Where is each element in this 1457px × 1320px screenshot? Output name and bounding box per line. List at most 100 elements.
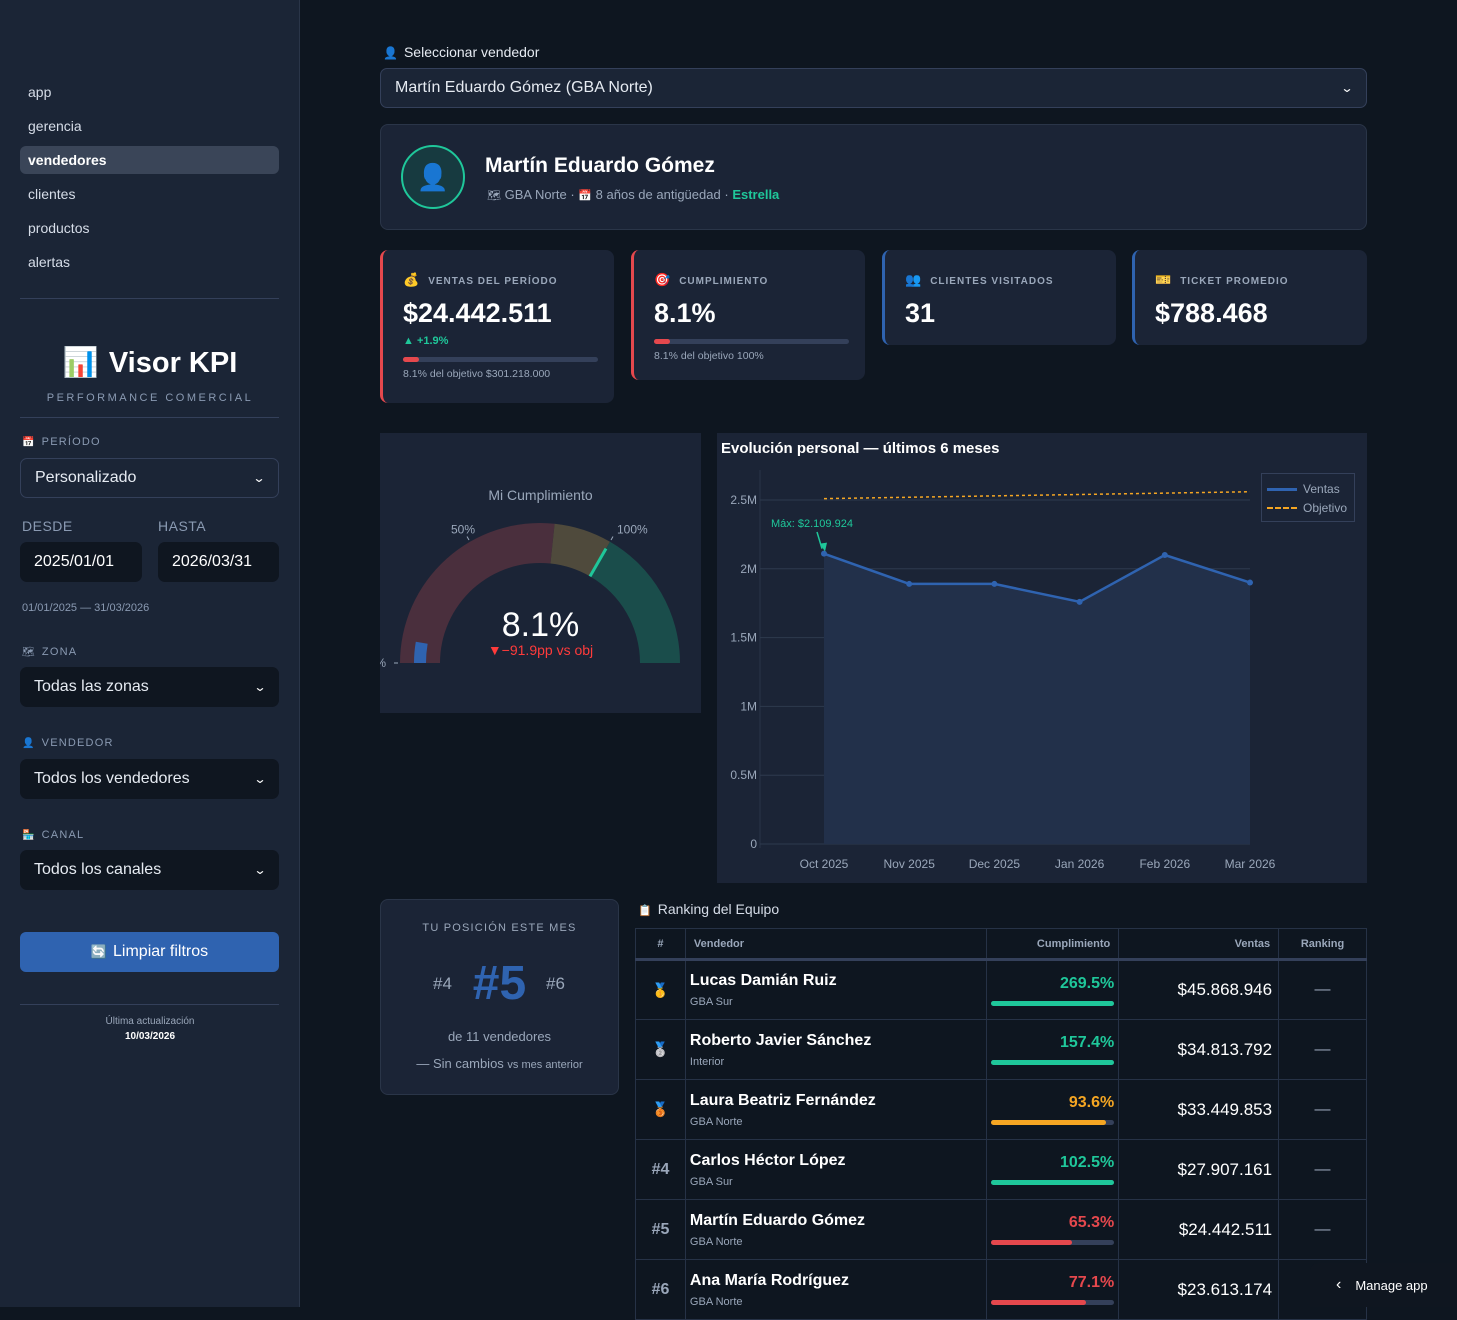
vendedor-zone: GBA Sur (689, 996, 733, 1008)
updated-label: Última actualización (105, 1016, 195, 1027)
cumplimiento-value: 65.3% (1068, 1214, 1115, 1231)
trend-indicator: — (1278, 1019, 1367, 1080)
range-text: 01/01/2025 — 31/03/2026 (22, 602, 150, 614)
canal-label: 🏪 CANAL (22, 829, 84, 841)
chart-legend: Ventas Objetivo (1261, 473, 1355, 522)
table-row[interactable]: #5 Martín Eduardo Gómez GBA Norte 65.3% $… (635, 1199, 1367, 1260)
chevron-down-icon: ⌄ (253, 772, 267, 786)
vendedor-cell: Lucas Damián Ruiz GBA Sur (684, 959, 988, 1020)
nav-item-vendedores[interactable]: vendedores (20, 146, 279, 174)
kpi-progress-fill (654, 339, 670, 344)
profile-meta: 🗺 GBA Norte · 📅 8 años de antigüedad · E… (487, 187, 779, 202)
trend-indicator: — (1278, 1139, 1367, 1200)
max-annotation: Máx: $2.109.924 (771, 518, 853, 530)
col-header-ventas[interactable]: Ventas (1118, 928, 1280, 961)
periodo-label-text: PERÍODO (41, 436, 101, 448)
col-header-position[interactable]: # (635, 928, 686, 961)
avatar: 👤 (401, 145, 465, 209)
chevron-down-icon: ⌄ (253, 680, 267, 694)
vendedor-zone: GBA Sur (689, 1175, 733, 1188)
hasta-input[interactable]: 2026/03/31 (158, 542, 279, 582)
ventas-point (1161, 552, 1168, 559)
cumplimiento-cell: 93.6% (986, 1079, 1120, 1140)
nav-item-gerencia[interactable]: gerencia (28, 118, 82, 134)
position-next: #6 (546, 974, 565, 993)
canal-value: Todos los canales (34, 861, 162, 878)
medal-icon: 🥇 (635, 959, 686, 1020)
chevron-down-icon: ⌄ (1340, 81, 1354, 95)
periodo-value: Personalizado (35, 469, 137, 486)
ticket-icon: 🎫 (1155, 272, 1173, 287)
col-header-vendedor[interactable]: Vendedor (684, 928, 988, 961)
gauge-title: Mi Cumplimiento (488, 487, 593, 503)
cumplimiento-bar (991, 1000, 1115, 1006)
vendedor-zone: GBA Norte (689, 1115, 743, 1128)
table-row[interactable]: 🥈 Roberto Javier Sánchez Interior 157.4% … (635, 1019, 1367, 1080)
user-icon: 👤 (22, 738, 36, 749)
cumplimiento-bar-fill (991, 1240, 1072, 1245)
rank-position: #4 (635, 1139, 686, 1200)
legend-label: Objetivo (1303, 501, 1348, 515)
divider (20, 1004, 279, 1005)
manage-app-button[interactable]: ‹ Manage app (1310, 1263, 1457, 1307)
rank-position: #6 (635, 1259, 686, 1320)
kpi-progress-bar (654, 339, 849, 344)
table-row[interactable]: #4 Carlos Héctor López GBA Sur 102.5% $27… (635, 1139, 1367, 1200)
nav-item-clientes[interactable]: clientes (28, 186, 76, 202)
kpi-value: $24.442.511 (403, 298, 552, 328)
x-tick-label: Mar 2026 (1225, 857, 1276, 871)
objetivo-line (823, 490, 1251, 500)
gauge-value: 8.1% (501, 606, 580, 644)
table-row[interactable]: 🥉 Laura Beatriz Fernández GBA Norte 93.6%… (635, 1079, 1367, 1140)
hasta-label: HASTA (158, 518, 207, 534)
nav-item-productos[interactable]: productos (28, 220, 90, 236)
brand-subtitle: PERFORMANCE COMERCIAL (46, 392, 254, 404)
brand-title: Visor KPI (108, 347, 238, 379)
kpi-title: 💰 VENTAS DEL PERÍODO (403, 272, 596, 288)
gauge-tick-label: 100% (617, 523, 648, 537)
target-icon: 🎯 (654, 272, 672, 287)
position-prev: #4 (433, 974, 452, 993)
nav-item-app[interactable]: app (28, 84, 52, 100)
legend-item-ventas[interactable]: Ventas (1267, 482, 1340, 496)
gauge-band (550, 523, 610, 577)
vendedor-selector[interactable]: Martín Eduardo Gómez (GBA Norte) ⌄ (380, 68, 1367, 108)
x-tick-label: Dec 2025 (969, 857, 1021, 871)
col-header-cumplimiento[interactable]: Cumplimiento (986, 928, 1120, 961)
cumplimiento-bar (991, 1180, 1115, 1185)
zona-select[interactable]: Todas las zonas ⌄ (20, 667, 279, 707)
clear-filters-button[interactable]: 🔄 Limpiar filtros (20, 932, 279, 972)
cumplimiento-bar (991, 1120, 1115, 1125)
vendedor-zone: Interior (689, 1055, 725, 1068)
periodo-select[interactable]: Personalizado ⌄ (20, 458, 279, 498)
ranking-title: 📋 Ranking del Equipo (638, 901, 779, 917)
updated-value: 10/03/2026 (124, 1031, 176, 1042)
col-header-ranking[interactable]: Ranking (1278, 928, 1367, 961)
nav-item-alertas[interactable]: alertas (28, 254, 71, 270)
vendedor-select[interactable]: Todos los vendedores ⌄ (20, 759, 279, 799)
kpi-value: $788.468 (1155, 298, 1268, 328)
kpi-clientes: 👥 CLIENTES VISITADOS 31 (882, 250, 1116, 345)
table-row[interactable]: #6 Ana María Rodríguez GBA Norte 77.1% $2… (635, 1259, 1367, 1320)
profile-card: 👤 Martín Eduardo Gómez 🗺 GBA Norte · 📅 8… (380, 124, 1367, 230)
canal-label-text: CANAL (41, 829, 85, 841)
canal-select[interactable]: Todos los canales ⌄ (20, 850, 279, 890)
line-chart: 0 0.5M 1M 1.5M 2M 2.5M Oct 2025 Nov 2025 Dec 202… (730, 470, 1276, 871)
y-tick-label: 1.5M (730, 631, 757, 645)
vendedor-label-text: VENDEDOR (41, 737, 114, 749)
user-icon: 👤 (383, 46, 398, 60)
cumplimiento-cell: 65.3% (986, 1199, 1120, 1260)
y-tick-label: 1M (740, 699, 757, 713)
desde-input[interactable]: 2025/01/01 (20, 542, 142, 582)
calendar-icon: 📅 (578, 190, 593, 202)
chart-title: Evolución personal — últimos 6 meses (721, 440, 1000, 457)
ranking-table: # Vendedor Cumplimiento Ventas Ranking 🥇… (635, 928, 1367, 1320)
line-chart-card: Evolución personal — últimos 6 meses 0 0.… (717, 433, 1367, 883)
table-row[interactable]: 🥇 Lucas Damián Ruiz GBA Sur 269.5% $45.86… (635, 959, 1367, 1020)
ventas-point (906, 580, 913, 587)
cumplimiento-value: 77.1% (1068, 1274, 1115, 1291)
cumplimiento-cell: 269.5% (986, 959, 1120, 1020)
money-bag-icon: 💰 (403, 272, 421, 287)
kpi-title: 🎯 CUMPLIMIENTO (654, 272, 847, 288)
legend-item-objetivo[interactable]: Objetivo (1267, 501, 1347, 515)
